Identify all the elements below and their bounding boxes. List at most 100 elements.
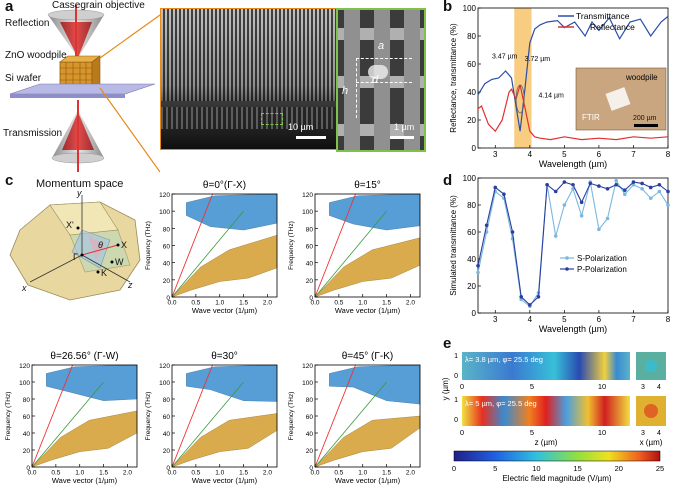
b-xtick-label: 7 xyxy=(631,150,636,159)
e-x2tick-b: 4 xyxy=(657,430,661,437)
sem-scale-bar-zoom xyxy=(390,136,414,139)
band4-ylabel: Frequency (THz) xyxy=(145,392,152,441)
band4-xtick-label: 1.5 xyxy=(239,470,248,477)
p-pol-point xyxy=(640,181,644,186)
p-pol-point xyxy=(657,182,662,187)
s-pol-point xyxy=(476,270,480,275)
d-ytick-label: 100 xyxy=(463,174,477,183)
band5-lower-band xyxy=(314,415,421,468)
d-xtick-label: 3 xyxy=(493,315,498,324)
inset-scale-text: 200 µm xyxy=(633,115,657,122)
cbar-tick: 5 xyxy=(493,464,497,473)
legend-p-marker xyxy=(565,267,569,271)
band2-ytick-label: 120 xyxy=(302,192,313,199)
e-ytick-0a: 0 xyxy=(454,373,458,380)
band4-ytick-label: 20 xyxy=(163,448,171,455)
s-pol-point xyxy=(657,189,662,194)
band2-ytick-label: 80 xyxy=(306,226,314,233)
band2-ytick-label: 40 xyxy=(306,261,314,268)
band2-ytick-label: 0 xyxy=(309,295,313,302)
band5-xtick-label: 1.0 xyxy=(358,470,367,477)
band5-title: θ=45° (Γ-K) xyxy=(342,351,393,362)
band1-ytick-label: 120 xyxy=(159,192,170,199)
s-pol-point xyxy=(579,214,584,218)
band2-xtick-label: 0.0 xyxy=(310,300,319,307)
band5-ytick-label: 120 xyxy=(302,363,313,370)
sem-image-zoom xyxy=(336,8,426,152)
bz-K: K xyxy=(101,268,108,278)
band4-xtick-label: 2.0 xyxy=(263,470,272,477)
band1-ytick-label: 60 xyxy=(163,244,171,251)
band1-ytick-label: 0 xyxy=(166,295,170,302)
legend-s-text: S-Polarization xyxy=(577,254,627,263)
e-x2tick-a-top: 3 xyxy=(641,384,645,391)
p-pol-point xyxy=(614,182,618,187)
cbar-tick: 15 xyxy=(573,464,581,473)
ann-372: 3.72 µm xyxy=(525,56,551,63)
d-ytick-label: 80 xyxy=(467,201,476,210)
band2-light-line xyxy=(314,193,356,298)
transmittance-line xyxy=(477,15,669,132)
sem-image-large xyxy=(160,8,340,150)
band3-ytick-label: 20 xyxy=(23,448,31,455)
band1-light-line xyxy=(171,193,213,298)
p-pol-point xyxy=(510,230,515,234)
objective-label: Cassegrain objective xyxy=(52,0,145,11)
d-ytick-label: 0 xyxy=(472,309,477,318)
p-pol-point xyxy=(666,189,670,194)
e-ytick-1b: 1 xyxy=(454,397,458,404)
d-xtick-label: 7 xyxy=(631,315,636,324)
e-ytick-1a: 1 xyxy=(454,353,458,360)
field-map-row1 xyxy=(462,352,630,380)
band5-ytick-label: 60 xyxy=(306,414,314,421)
p-pol-line xyxy=(477,181,669,306)
inset-ftir-text: FTIR xyxy=(582,113,600,122)
bz-title: Momentum space xyxy=(36,178,124,190)
band3-xtick-label: 1.5 xyxy=(99,470,108,477)
p-pol-point xyxy=(648,185,653,190)
band2-ylabel: Frequency (THz) xyxy=(288,221,295,270)
s-pol-point xyxy=(631,182,636,187)
band4-ytick-label: 0 xyxy=(166,465,170,472)
p-pol-point xyxy=(519,295,523,299)
d-xtick-label: 8 xyxy=(666,315,671,324)
e-xlabel2: x (µm) xyxy=(640,438,663,447)
band1-xtick-label: 1.0 xyxy=(215,300,224,307)
band3-ytick-label: 80 xyxy=(23,397,31,404)
band3-xlabel: Wave vector (1/µm) xyxy=(52,476,118,485)
dim-h-label: h xyxy=(342,85,349,97)
band5-ytick-label: 40 xyxy=(306,431,314,438)
band5-xtick-label: 1.5 xyxy=(382,470,391,477)
cbar-tick: 0 xyxy=(452,464,456,473)
band3-light-line xyxy=(31,364,73,468)
band1-xtick-label: 0.5 xyxy=(191,300,200,307)
bz-theta: θ xyxy=(98,240,103,250)
panel-b-label: b xyxy=(443,0,453,15)
panel-d-label: d xyxy=(443,172,453,189)
p-pol-point xyxy=(528,303,532,307)
band2-upper-band xyxy=(329,193,421,231)
band2-ytick-label: 60 xyxy=(306,244,314,251)
cross1-spot xyxy=(645,360,657,372)
b-xtick-label: 3 xyxy=(493,150,498,159)
woodpile-label: ZnO woodpile xyxy=(5,50,67,61)
legend-p-text: P-Polarization xyxy=(577,265,627,274)
e-xtick-bottom: 10 xyxy=(598,428,606,437)
band1-xtick-label: 0.0 xyxy=(167,300,176,307)
s-pol-point xyxy=(666,203,670,207)
bz-W: W xyxy=(115,257,124,267)
p-pol-point xyxy=(484,223,489,228)
band1-lower-band xyxy=(171,234,278,298)
b-ytick-label: 40 xyxy=(467,88,476,97)
reflectance-line xyxy=(477,84,669,141)
band1-xtick-label: 1.5 xyxy=(239,300,248,307)
band2-title: θ=15° xyxy=(354,180,381,191)
band4-ytick-label: 60 xyxy=(163,414,171,421)
b-ytick-label: 60 xyxy=(467,60,476,69)
band3-ytick-label: 0 xyxy=(26,465,30,472)
e-xtick-bottom: 5 xyxy=(530,428,534,437)
p-pol-point xyxy=(605,187,610,191)
bz-xp: X' xyxy=(66,220,74,230)
band1-green-line xyxy=(171,210,244,298)
